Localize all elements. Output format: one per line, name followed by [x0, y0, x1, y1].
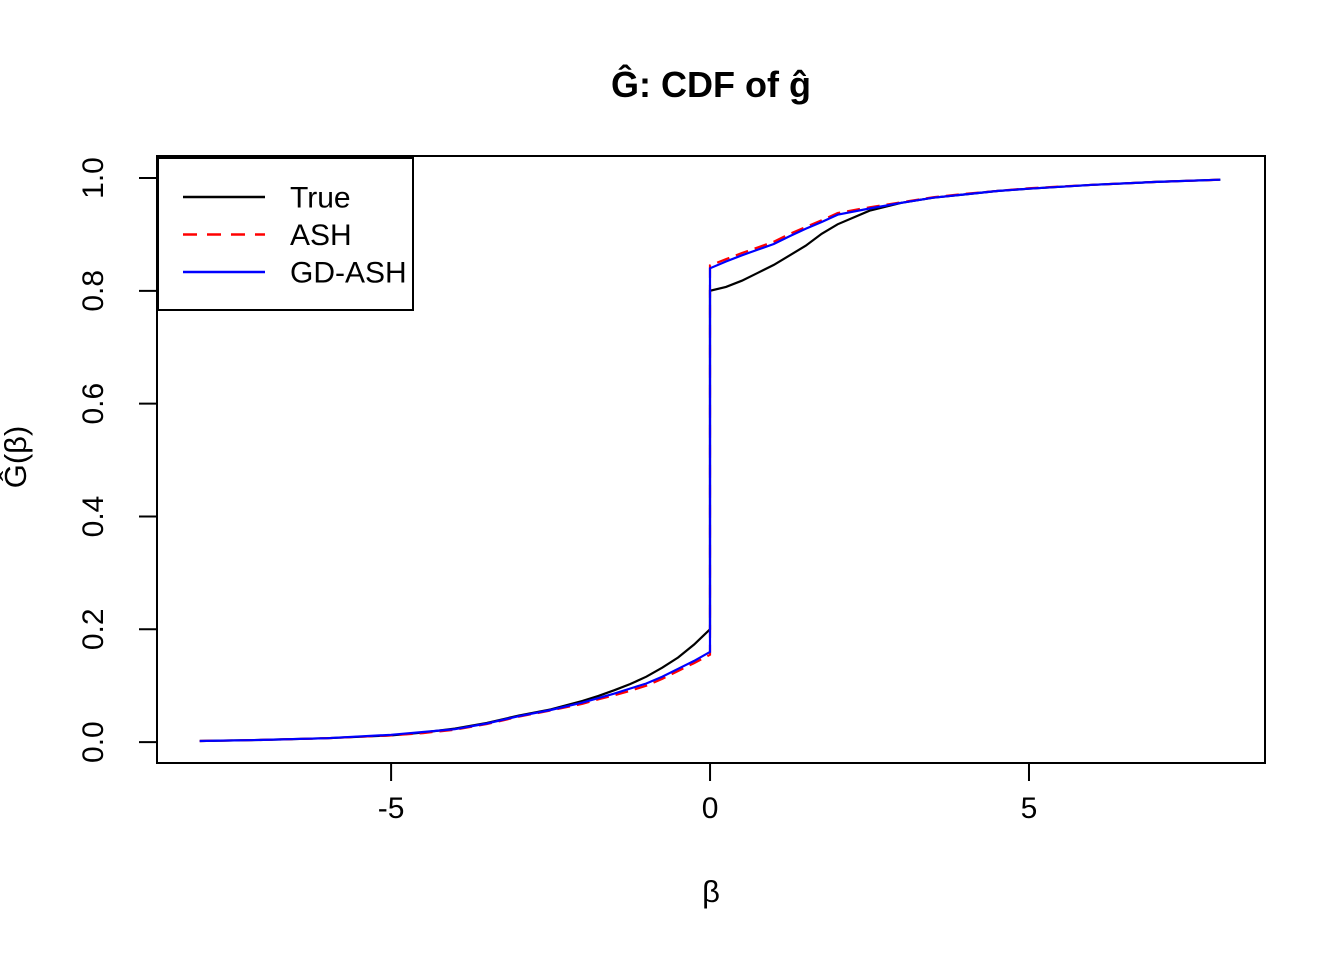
legend: True ASH GD-ASH	[157, 157, 414, 311]
legend-box	[157, 157, 414, 311]
y-axis-label: Ĝ(β)	[0, 426, 33, 489]
x-tick-label: 5	[1021, 792, 1038, 825]
curve-gd-ash	[199, 178, 1221, 743]
y-tick-label: 0.0	[77, 721, 110, 763]
y-tick-label: 0.8	[77, 270, 110, 312]
legend-label-true: True	[290, 182, 351, 215]
x-axis-ticks: -5 0 5	[378, 763, 1038, 825]
legend-label-gd-ash: GD-ASH	[290, 257, 407, 290]
y-tick-label: 0.2	[77, 608, 110, 650]
y-axis-ticks: 0.0 0.2 0.4 0.6 0.8 1.0	[77, 157, 157, 763]
y-tick-label: 0.4	[77, 496, 110, 538]
x-tick-label: 0	[702, 792, 719, 825]
curves	[199, 178, 1221, 743]
x-axis-label: β	[702, 874, 720, 909]
y-tick-label: 1.0	[77, 157, 110, 199]
y-tick-label: 0.6	[77, 383, 110, 425]
plot-title: Ĝ: CDF of ĝ	[611, 63, 811, 105]
x-tick-label: -5	[378, 792, 405, 825]
legend-label-ash: ASH	[290, 219, 352, 252]
